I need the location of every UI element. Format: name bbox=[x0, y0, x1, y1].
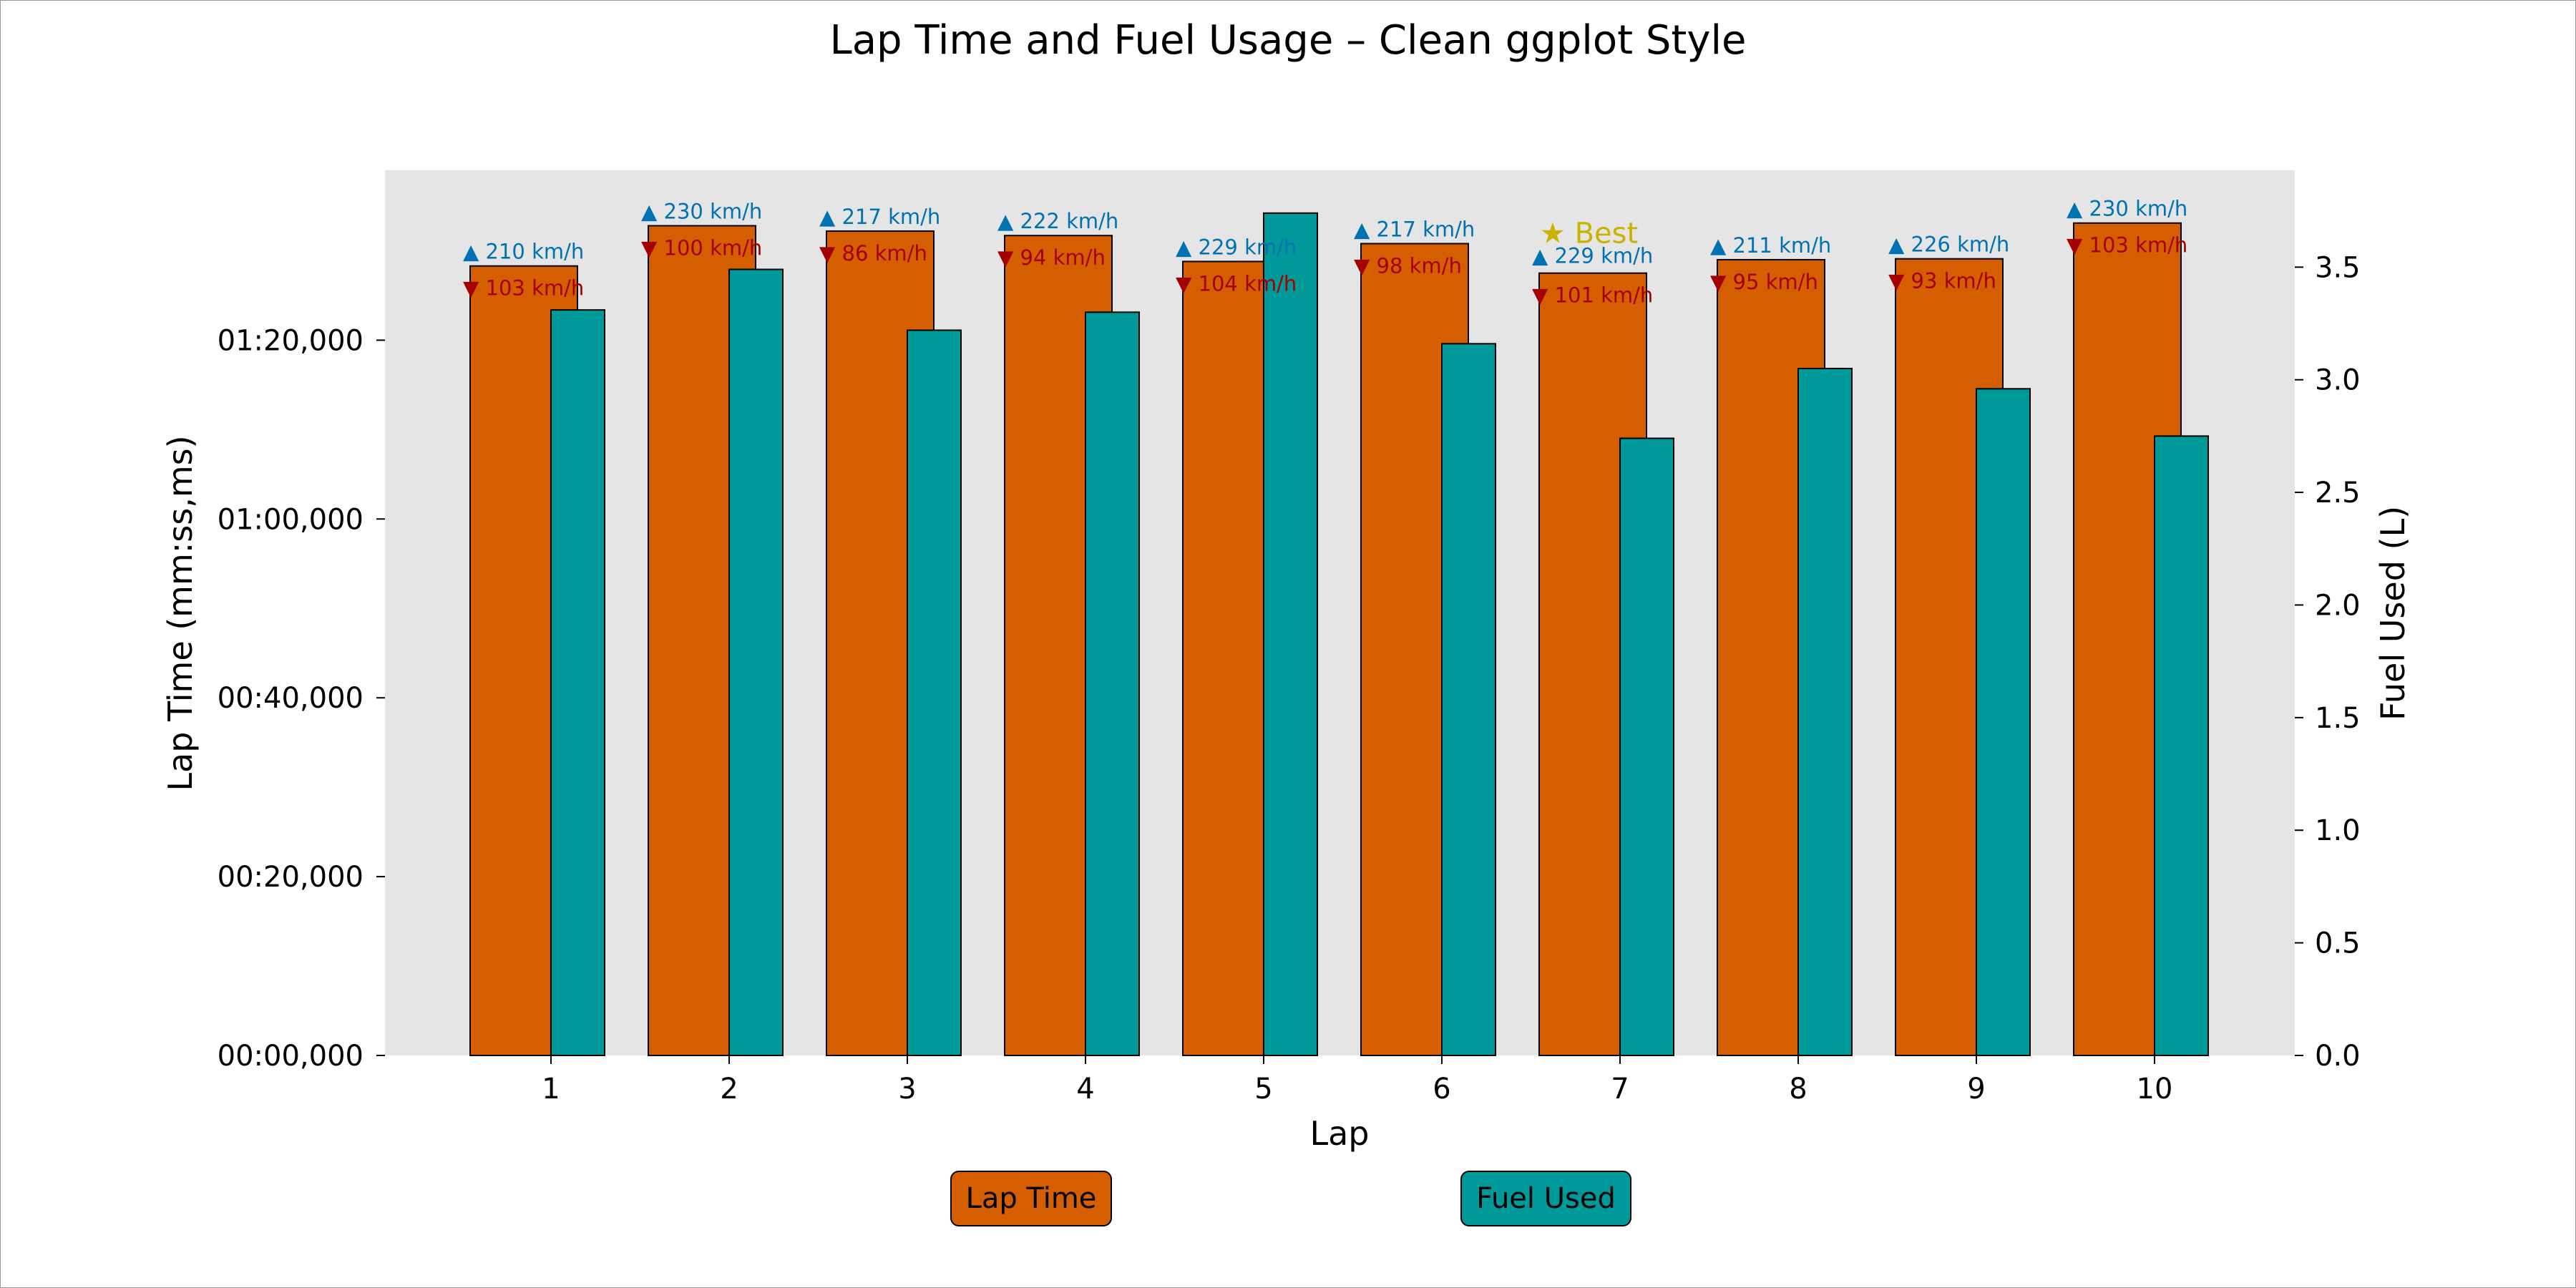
top-speed-label: ▲ 217 km/h bbox=[1354, 217, 1475, 241]
chart-title: Lap Time and Fuel Usage – Clean ggplot S… bbox=[830, 17, 1747, 64]
top-speed-label: ▲ 210 km/h bbox=[463, 240, 584, 264]
fuel-used-bar bbox=[1085, 311, 1140, 1056]
y-right-tick-label: 1.5 bbox=[2315, 702, 2361, 735]
y-right-tick-label: 1.0 bbox=[2315, 814, 2361, 847]
top-speed-label: ▲ 229 km/h bbox=[1176, 235, 1297, 259]
x-tick-label: 1 bbox=[542, 1073, 560, 1106]
top-speed-label: ▲ 229 km/h bbox=[1532, 244, 1653, 268]
legend-lap-time: Lap Time bbox=[950, 1171, 1112, 1226]
fuel-used-bar bbox=[550, 309, 605, 1056]
x-tick-label: 3 bbox=[898, 1073, 916, 1106]
y-right-tick-label: 2.5 bbox=[2315, 477, 2361, 509]
fuel-used-bar bbox=[1441, 343, 1496, 1056]
x-tick-label: 9 bbox=[1967, 1073, 1985, 1106]
top-speed-label: ▲ 217 km/h bbox=[819, 205, 940, 229]
top-speed-label: ▲ 226 km/h bbox=[1888, 233, 2009, 257]
fuel-used-bar bbox=[1619, 437, 1674, 1056]
min-speed-label: ▼ 103 km/h bbox=[463, 276, 584, 301]
fuel-used-bar bbox=[2154, 435, 2209, 1056]
y-right-tick-label: 0.5 bbox=[2315, 927, 2361, 960]
min-speed-label: ▼ 103 km/h bbox=[2067, 233, 2187, 258]
min-speed-label: ▼ 104 km/h bbox=[1176, 271, 1297, 296]
fuel-used-bar bbox=[728, 268, 784, 1056]
fuel-used-bar bbox=[907, 329, 962, 1056]
x-tick-label: 7 bbox=[1611, 1073, 1629, 1106]
x-tick-label: 8 bbox=[1789, 1073, 1807, 1106]
y-left-tick-label: 01:00,000 bbox=[218, 503, 364, 536]
best-lap-label: ★ Best bbox=[1540, 218, 1638, 250]
top-speed-label: ▲ 230 km/h bbox=[641, 199, 762, 223]
legend-fuel-used: Fuel Used bbox=[1460, 1171, 1631, 1226]
x-tick-label: 6 bbox=[1433, 1073, 1450, 1106]
min-speed-label: ▼ 101 km/h bbox=[1532, 283, 1653, 308]
y-left-tick-label: 00:40,000 bbox=[218, 682, 364, 715]
min-speed-label: ▼ 86 km/h bbox=[819, 241, 927, 265]
fuel-used-bar bbox=[1976, 388, 2031, 1056]
y-left-axis-label: Lap Time (mm:ss,ms) bbox=[161, 435, 200, 791]
min-speed-label: ▼ 95 km/h bbox=[1710, 270, 1818, 294]
x-tick-label: 10 bbox=[2137, 1073, 2173, 1106]
y-right-tick-label: 0.0 bbox=[2315, 1040, 2361, 1073]
y-right-tick-label: 2.0 bbox=[2315, 589, 2361, 622]
y-right-tick-label: 3.0 bbox=[2315, 364, 2361, 397]
top-speed-label: ▲ 211 km/h bbox=[1710, 233, 1831, 258]
y-right-tick-label: 3.5 bbox=[2315, 251, 2361, 284]
min-speed-label: ▼ 93 km/h bbox=[1888, 269, 1996, 293]
x-axis-label: Lap bbox=[1309, 1114, 1369, 1153]
min-speed-label: ▼ 94 km/h bbox=[997, 245, 1106, 270]
top-speed-label: ▲ 222 km/h bbox=[997, 209, 1118, 233]
fuel-used-bar bbox=[1263, 212, 1318, 1056]
x-tick-label: 4 bbox=[1076, 1073, 1094, 1106]
y-left-tick-label: 00:00,000 bbox=[218, 1040, 364, 1073]
min-speed-label: ▼ 98 km/h bbox=[1354, 253, 1462, 278]
y-left-tick-label: 00:20,000 bbox=[218, 861, 364, 894]
x-tick-label: 2 bbox=[720, 1073, 738, 1106]
min-speed-label: ▼ 100 km/h bbox=[641, 235, 762, 260]
y-right-axis-label: Fuel Used (L) bbox=[2373, 506, 2412, 721]
fuel-used-bar bbox=[1797, 367, 1853, 1056]
y-left-tick-label: 01:20,000 bbox=[218, 324, 364, 357]
top-speed-label: ▲ 230 km/h bbox=[2067, 197, 2187, 221]
x-tick-label: 5 bbox=[1254, 1073, 1272, 1106]
